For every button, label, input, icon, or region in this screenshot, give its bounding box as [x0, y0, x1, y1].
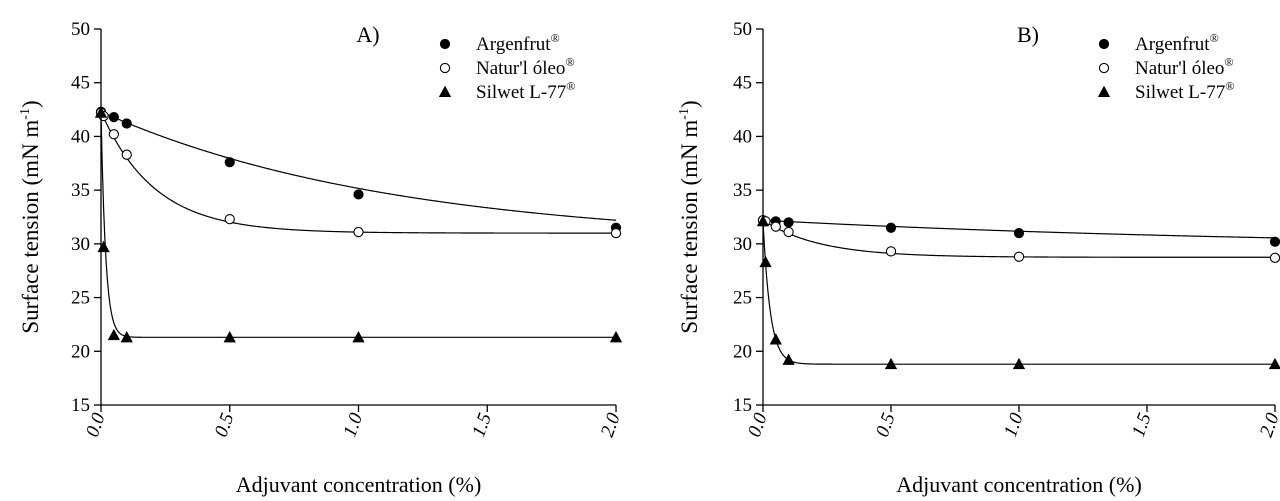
y-tick-label: 50: [733, 19, 752, 40]
y-tick-label: 15: [733, 395, 752, 416]
data-point-filled-circle: [783, 217, 794, 228]
data-point-open-circle: [1013, 251, 1025, 262]
y-tick-label: 15: [71, 395, 90, 416]
y-axis-label: Surface tension (mN m-1): [18, 100, 43, 333]
data-point-filled-triangle: [223, 330, 236, 343]
legend-label-superscript: ®: [551, 31, 560, 45]
data-point-open-circle: [108, 129, 120, 140]
legend-label-name: Silwet L-77: [1135, 82, 1225, 103]
x-tick-label: 2.0: [1256, 410, 1280, 440]
data-point-open-circle: [353, 226, 364, 238]
legend-label: Argenfrut®: [476, 31, 560, 55]
legend-label: Silwet L-77®: [1135, 79, 1234, 103]
legend-marker-open-circle: [1098, 62, 1110, 74]
y-tick-label: 35: [71, 180, 90, 201]
legend-label-superscript: ®: [1224, 55, 1233, 69]
y-tick-label: 30: [733, 234, 752, 255]
legend-marker-filled-circle: [1098, 38, 1110, 50]
y-tick-label: 45: [71, 73, 90, 94]
y-axis-label: Surface tension (mN m-1): [677, 100, 702, 333]
data-point-filled-circle: [121, 118, 132, 129]
y-tick-label: 50: [71, 19, 90, 40]
data-point-open-circle: [610, 227, 622, 239]
legend-label-superscript: ®: [1225, 79, 1234, 93]
x-tick-label: 0.5: [211, 410, 239, 440]
data-point-filled-triangle: [782, 353, 795, 365]
legend-label-name: Argenfrut: [476, 34, 551, 55]
data-point-filled-triangle: [1268, 357, 1280, 370]
x-tick-label: 1.0: [1000, 410, 1028, 440]
legend-marker-filled-triangle: [1097, 85, 1111, 97]
legend-label-name: Silwet L-77: [476, 82, 566, 103]
y-tick-label: 25: [733, 288, 752, 309]
data-point-filled-triangle: [756, 214, 770, 227]
data-point-open-circle: [885, 246, 897, 257]
legend-label: Silwet L-77®: [476, 79, 575, 103]
data-point-open-circle: [121, 149, 132, 160]
data-point-filled-triangle: [94, 106, 108, 118]
data-point-open-circle: [783, 226, 794, 238]
legend-marker-filled-circle: [439, 38, 451, 50]
data-point-filled-triangle: [97, 240, 110, 253]
y-tick-label: 40: [733, 126, 752, 147]
y-tick-label: 25: [71, 288, 90, 309]
y-tick-label: 40: [71, 126, 90, 147]
x-axis-label: Adjuvant concentration (%): [236, 472, 482, 497]
data-point-filled-circle: [353, 189, 364, 200]
y-tick-label: 35: [733, 180, 752, 201]
data-point-open-circle: [1269, 252, 1280, 263]
data-point-filled-triangle: [352, 330, 365, 343]
legend-label-name: Natur'l óleo: [1135, 58, 1224, 79]
y-axis-label-close: ): [18, 100, 43, 108]
data-point-filled-triangle: [759, 255, 772, 268]
legend-label-name: Argenfrut: [1135, 34, 1210, 55]
panel-title: B): [1017, 22, 1039, 47]
y-axis-label-superscript: -1: [18, 108, 33, 120]
data-point-filled-triangle: [609, 330, 623, 343]
legend-label-name: Natur'l óleo: [476, 58, 565, 79]
y-tick-label: 20: [71, 341, 90, 362]
legend-label-superscript: ®: [566, 79, 575, 93]
fit-curve-open-circle: [100, 111, 616, 234]
panel-title: A): [356, 22, 379, 47]
y-axis-label-main: Surface tension (mN m: [18, 120, 43, 334]
fit-curve-filled-triangle: [100, 112, 616, 338]
legend-label: Argenfrut®: [1135, 31, 1219, 55]
data-point-filled-triangle: [769, 333, 782, 345]
legend-label-superscript: ®: [1210, 31, 1219, 45]
legend-label: Natur'l óleo®: [476, 55, 575, 79]
y-axis-label-superscript: -1: [677, 108, 692, 120]
legend-marker-filled-triangle: [438, 85, 452, 97]
y-axis-label-main: Surface tension (mN m: [677, 120, 702, 334]
data-point-filled-circle: [108, 111, 119, 123]
data-point-filled-triangle: [120, 330, 133, 343]
x-tick-label: 1.5: [468, 410, 496, 440]
data-point-filled-circle: [224, 157, 235, 168]
fit-curve-filled-circle: [100, 111, 617, 221]
x-tick-label: 2.0: [597, 410, 625, 440]
data-point-filled-triangle: [1012, 357, 1026, 370]
x-tick-label: 1.0: [339, 410, 367, 440]
fit-curve-filled-triangle: [762, 221, 1275, 365]
data-point-open-circle: [224, 213, 235, 225]
x-tick-label: 0.5: [872, 410, 900, 440]
x-tick-label: 1.5: [1128, 410, 1156, 440]
data-point-open-circle: [770, 221, 781, 232]
legend-marker-open-circle: [439, 62, 451, 74]
legend-label-superscript: ®: [565, 55, 574, 69]
legend-label: Natur'l óleo®: [1135, 55, 1234, 79]
y-tick-label: 45: [733, 73, 752, 94]
data-point-filled-circle: [885, 222, 897, 233]
y-tick-label: 30: [71, 234, 90, 255]
data-point-filled-triangle: [107, 328, 121, 341]
data-point-filled-circle: [1013, 228, 1025, 239]
data-point-filled-triangle: [884, 357, 898, 370]
y-axis-label-close: ): [677, 100, 702, 108]
x-axis-label: Adjuvant concentration (%): [896, 472, 1142, 497]
data-point-filled-circle: [1269, 236, 1280, 247]
y-tick-label: 20: [733, 341, 752, 362]
